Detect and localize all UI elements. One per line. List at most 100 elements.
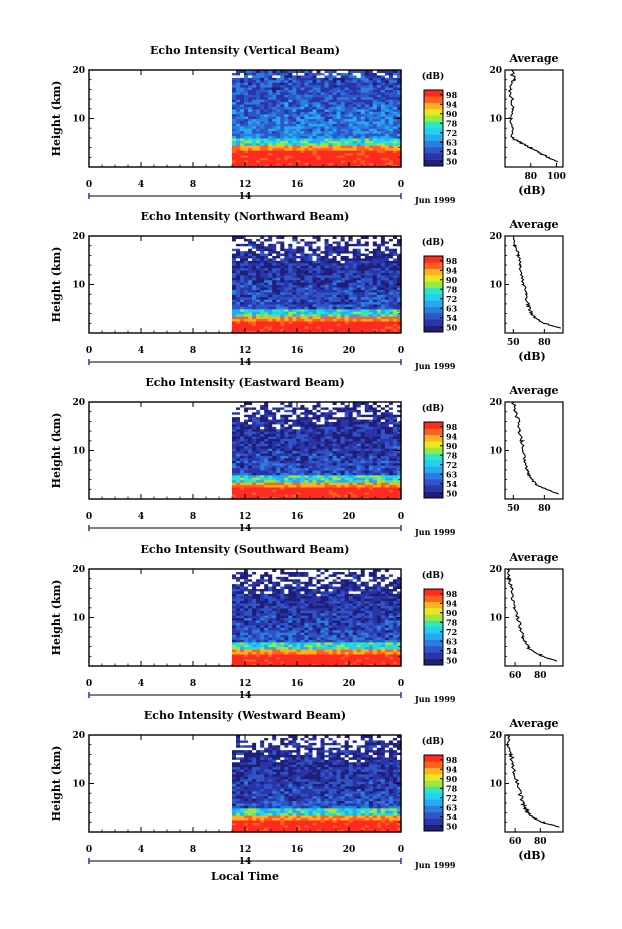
heatmap-cell [288,455,293,459]
colorbar-segment [424,159,443,167]
heatmap-cell [260,402,265,406]
heatmap-cell [232,301,237,305]
heatmap-cell [260,477,265,481]
heatmap-cell [328,120,334,124]
heatmap-cell [348,296,354,300]
heatmap-cell [388,142,394,146]
heatmap-cell [304,118,310,122]
heatmap-cell [336,299,342,303]
heatmap-cell [352,489,358,493]
heatmap-cell [332,145,338,149]
heatmap-cell [360,418,366,422]
heatmap-cell [280,450,285,454]
heatmap-cell [280,257,285,261]
heatmap-cell [272,89,277,93]
heatmap-cell [272,452,277,456]
heatmap-cell [304,296,310,300]
heatmap-cell [316,294,322,298]
heatmap-cell [308,118,314,122]
heatmap-cell [276,137,281,141]
heatmap-cell [248,421,253,425]
heatmap-cell [336,496,342,500]
heatmap-cell [360,147,366,151]
heatmap-cell [332,472,338,476]
heatmap-cell [368,325,374,329]
heatmap-cell [396,289,402,293]
heatmap-cell [256,150,261,154]
heatmap-cell [248,440,253,444]
heatmap-cell [316,255,322,259]
heatmap-cell [272,145,277,149]
heatmap-cell [308,404,314,408]
heatmap-cell [312,455,318,459]
heatmap-cell [352,260,358,264]
heatmap-cell [264,103,269,107]
profile-line [512,236,562,329]
heatmap-cell [272,301,277,305]
heatmap-cell [276,106,281,110]
heatmap-cell [348,402,354,406]
heatmap-cell [252,318,257,322]
heatmap-cell [304,99,310,103]
heatmap-cell [288,236,293,240]
heatmap-cell [336,123,342,127]
heatmap-cell [336,296,342,300]
heatmap-cell [396,150,402,154]
heatmap-cell [344,128,350,132]
heatmap-cell [304,72,310,76]
heatmap-cell [252,72,257,76]
heatmap-cell [300,426,306,430]
heatmap-cell [300,236,306,240]
heatmap-cell [396,113,402,117]
heatmap-cell [320,311,326,315]
heatmap-cell [348,313,354,317]
heatmap-cell [288,96,293,100]
heatmap-cell [356,236,362,240]
heatmap-cell [352,269,358,273]
heatmap-cell [360,260,366,264]
heatmap-cell [232,89,237,93]
heatmap-cell [344,137,350,141]
heatmap-cell [288,101,293,105]
heatmap-cell [308,330,314,334]
heatmap-cell [272,162,277,166]
heatmap-cell [372,86,378,90]
heatmap-cell [236,250,241,254]
heatmap-cell [384,255,390,259]
heatmap-cell [324,311,330,315]
heatmap-cell [280,120,285,124]
heatmap-cell [312,328,318,332]
heatmap-cell [244,133,249,137]
heatmap-cell [264,277,269,281]
heatmap-cell [232,123,237,127]
heatmap-cell [348,423,354,427]
heatmap-cell [344,457,350,461]
heatmap-cell [340,84,346,88]
heatmap-cell [360,421,366,425]
heatmap-cell [256,135,261,139]
heatmap-cell [336,489,342,493]
heatmap-cell [312,465,318,469]
heatmap-cell [248,89,253,93]
heatmap-cell [360,462,366,466]
heatmap-cell [368,89,374,93]
heatmap-cell [332,101,338,105]
heatmap-cell [352,91,358,95]
heatmap-cell [364,465,370,469]
heatmap-cell [364,323,370,327]
heatmap-cell [340,406,346,410]
heatmap-cell [396,123,402,127]
heatmap-cell [260,70,265,74]
heatmap-cell [328,118,334,122]
heatmap-cell [352,291,358,295]
heatmap-cell [308,72,314,76]
heatmap-cell [300,491,306,495]
heatmap-cell [288,457,293,461]
heatmap-cell [336,460,342,464]
heatmap-cell [384,120,390,124]
heatmap-cell [308,260,314,264]
heatmap-cell [344,152,350,156]
heatmap-cell [392,128,398,132]
heatmap-cell [248,133,253,137]
heatmap-cell [276,433,281,437]
